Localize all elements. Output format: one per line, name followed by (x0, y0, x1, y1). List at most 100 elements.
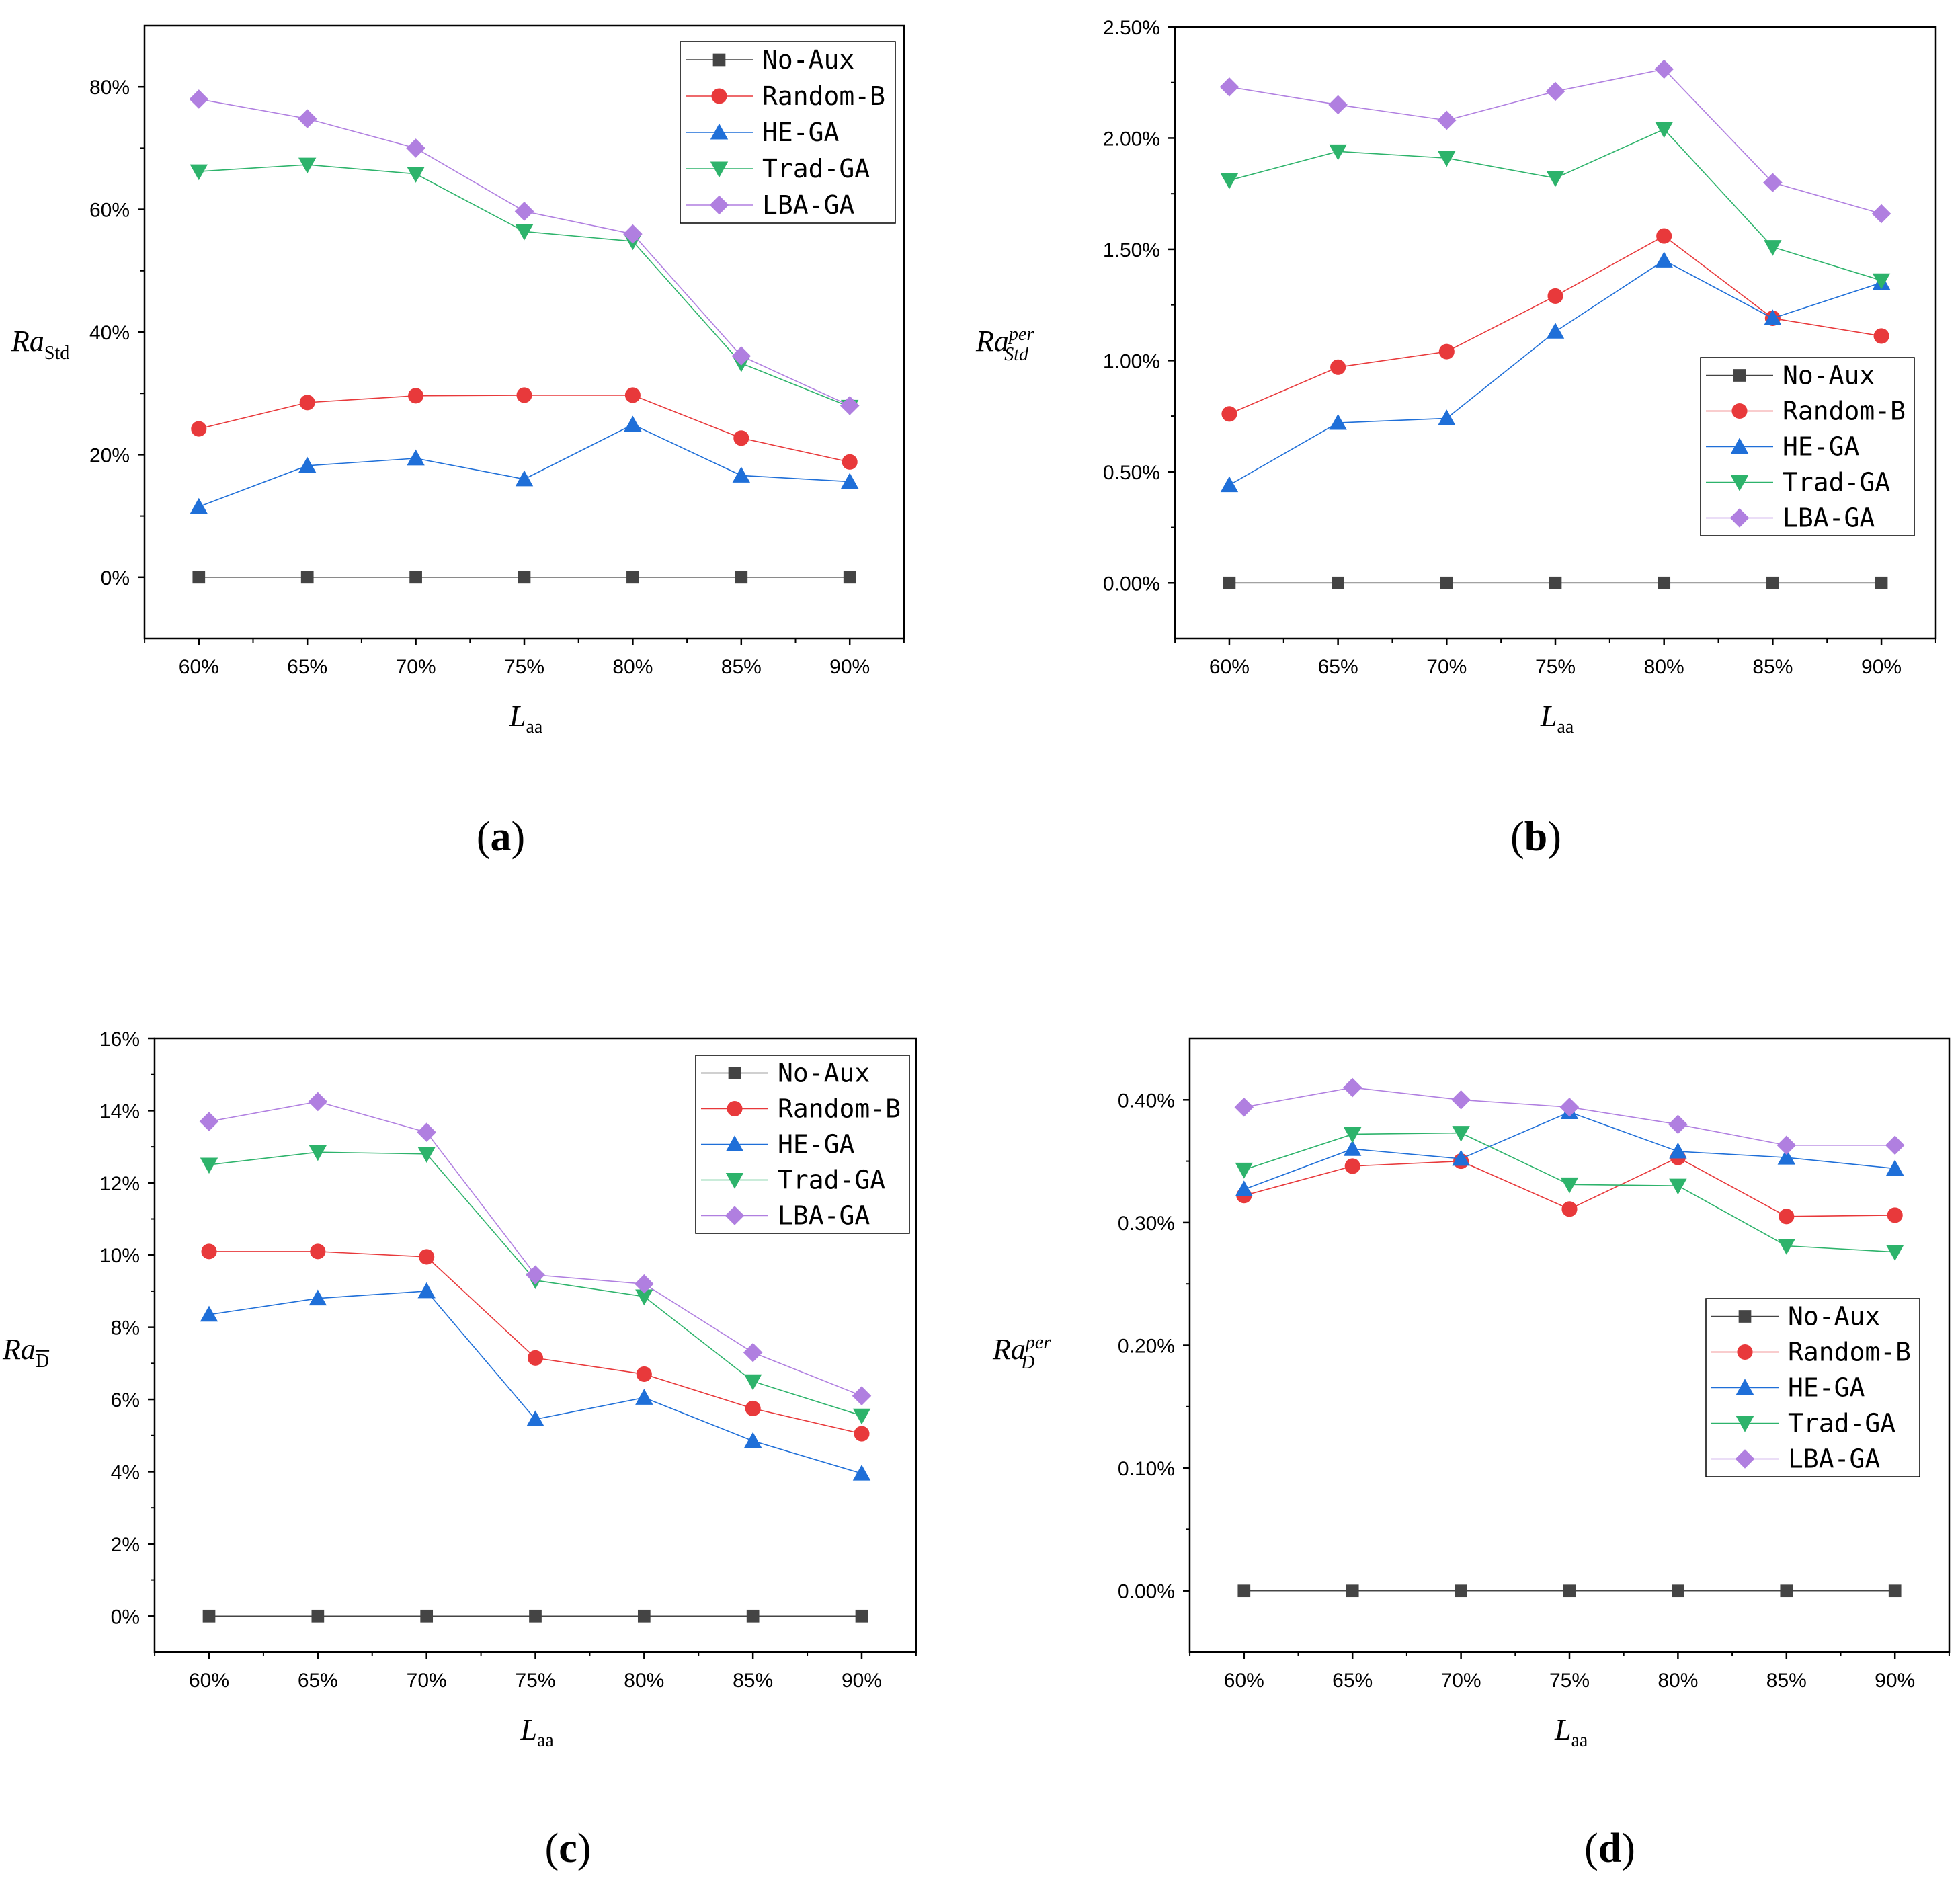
data-point (636, 1366, 652, 1383)
data-point (1329, 413, 1347, 430)
data-point (1219, 77, 1239, 97)
legend-marker (1731, 403, 1748, 419)
legend-label: LBA-GA (1788, 1444, 1880, 1474)
legend-label: Trad-GA (778, 1165, 885, 1195)
legend: No-Aux Random-B HE-GA Trad-GA LBA-GA (680, 41, 896, 224)
legend-marker (1733, 369, 1746, 382)
x-tick-label: 60% (1224, 1670, 1264, 1692)
data-point (1223, 576, 1236, 589)
data-point (1871, 204, 1891, 224)
data-point (1343, 1140, 1362, 1156)
legend-label: No-Aux (1788, 1302, 1880, 1332)
data-point (417, 1282, 436, 1299)
legend-marker (725, 1206, 745, 1225)
data-point (842, 454, 858, 470)
legend-label: Trad-GA (1783, 468, 1890, 497)
legend-marker (1736, 1416, 1754, 1432)
x-axis-label: Laa (520, 1713, 555, 1751)
y-tick-label: 0.40% (1118, 1090, 1175, 1112)
data-point (624, 387, 641, 403)
data-point (201, 1243, 217, 1260)
series-no-aux (1223, 576, 1888, 589)
y-tick-label: 0.00% (1118, 1581, 1175, 1603)
y-tick-label: 16% (99, 1028, 140, 1051)
y-tick-label: 2.00% (1103, 128, 1160, 150)
data-point (190, 497, 208, 514)
y-tick-label: 8% (111, 1317, 140, 1340)
data-point (1330, 359, 1346, 375)
data-point (419, 1249, 435, 1265)
legend-marker (1730, 438, 1749, 454)
data-point (855, 1609, 868, 1623)
data-point (190, 164, 208, 181)
series-he-ga (1220, 251, 1891, 493)
data-point (1658, 576, 1671, 589)
y-axis-label: RaStd (11, 325, 69, 364)
x-tick-label: 80% (624, 1670, 664, 1692)
series-random-b (201, 1243, 870, 1442)
data-point (300, 571, 314, 584)
series-lba-ga (199, 1092, 872, 1405)
data-point (526, 1410, 544, 1427)
data-point (192, 571, 206, 584)
x-tick-label: 75% (1535, 656, 1576, 678)
data-point (1764, 240, 1782, 256)
data-point (202, 1609, 216, 1623)
legend-label: Random-B (762, 81, 885, 111)
legend-marker (710, 161, 729, 178)
legend-label: Random-B (778, 1094, 901, 1124)
y-tick-label: 0% (101, 567, 130, 589)
legend-box (695, 1055, 910, 1234)
series-no-aux (1237, 1584, 1902, 1598)
data-point (743, 1342, 763, 1362)
series-he-ga (200, 1282, 871, 1481)
legend-marker (1730, 475, 1749, 491)
x-tick-label: 65% (287, 656, 327, 678)
data-point (635, 1289, 653, 1306)
series-line (198, 395, 850, 463)
data-point (199, 1112, 219, 1131)
x-tick-label: 60% (1209, 656, 1250, 678)
data-point (1221, 406, 1237, 422)
x-axis-label: Laa (1540, 700, 1574, 737)
data-point (626, 571, 639, 584)
data-point (635, 1389, 653, 1405)
series-line (208, 1291, 862, 1474)
data-point (637, 1609, 651, 1623)
data-point (1779, 1209, 1795, 1225)
data-point (745, 1400, 761, 1417)
data-point (407, 449, 425, 466)
y-tick-label: 60% (89, 200, 130, 222)
data-point (852, 1386, 872, 1405)
x-tick-label: 80% (1658, 1670, 1698, 1692)
legend: No-Aux Random-B HE-GA Trad-GA LBA-GA (695, 1055, 910, 1234)
chart-panel-b: 0.00% 0.50% 1.00% 1.50% 2.00% 2.50% 60% 65% 70% 7… (975, 17, 1937, 860)
data-point (1220, 173, 1239, 190)
legend-marker (728, 1067, 741, 1079)
data-point (841, 473, 859, 489)
data-point (1886, 1245, 1904, 1261)
x-tick-label: 80% (612, 656, 653, 678)
y-tick-label: 12% (99, 1173, 140, 1195)
legend-label: LBA-GA (762, 190, 854, 220)
series-line (1229, 128, 1882, 282)
data-point (1654, 59, 1674, 79)
data-point (733, 430, 749, 446)
data-point (309, 1145, 327, 1161)
data-point (1560, 1177, 1579, 1194)
data-point (1563, 1584, 1576, 1598)
y-tick-label: 80% (89, 77, 130, 99)
x-tick-label: 65% (1332, 1670, 1373, 1692)
x-axis-label: Laa (509, 700, 543, 737)
data-point (407, 167, 425, 183)
x-tick-label: 60% (179, 656, 219, 678)
data-point (200, 1157, 218, 1174)
data-point (516, 387, 532, 403)
data-point (518, 571, 531, 584)
data-point (529, 1609, 542, 1623)
data-point (1873, 328, 1889, 344)
y-tick-label: 1.00% (1103, 350, 1160, 372)
y-tick-label: 6% (111, 1389, 140, 1412)
data-point (635, 1274, 654, 1294)
legend: No-Aux Random-B HE-GA Trad-GA LBA-GA (1700, 357, 1915, 536)
